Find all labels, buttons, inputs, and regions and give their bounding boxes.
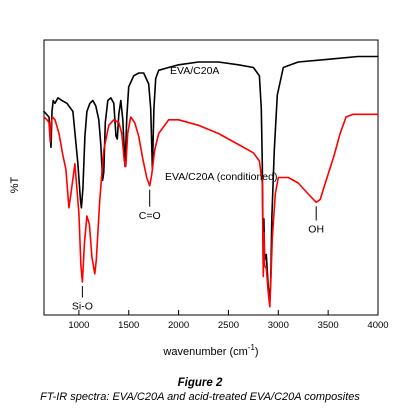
plot-frame xyxy=(43,39,379,316)
peak-annotations: C=O OH Si-O xyxy=(72,189,324,313)
x-tick-label: 2000 xyxy=(168,320,189,331)
x-axis-tick-labels: 1000 1500 2000 2500 3000 3500 4000 xyxy=(68,320,388,331)
annotation-label-si-o: Si-O xyxy=(72,301,93,313)
series-line-eva-c20a-conditioned xyxy=(43,113,379,308)
x-tick-label: 3000 xyxy=(268,320,289,331)
x-axis-title-close: ) xyxy=(255,346,259,358)
x-tick-label: 1500 xyxy=(118,320,139,331)
series-label-eva-c20a: EVA/C20A xyxy=(170,65,219,77)
x-axis-title-exponent: -1 xyxy=(248,343,256,352)
annotation-label-c-o: C=O xyxy=(139,210,161,222)
x-axis-ticks xyxy=(78,310,379,315)
x-tick-label: 1000 xyxy=(68,320,89,331)
figure-caption-title: Figure 2 xyxy=(177,377,223,389)
series-label-eva-c20a-conditioned: EVA/C20A (conditioned) xyxy=(165,171,277,183)
x-tick-label: 2500 xyxy=(218,320,239,331)
x-axis-title-main: wavenumber (cm xyxy=(162,346,247,358)
x-tick-label: 3500 xyxy=(318,320,339,331)
series-line-eva-c20a xyxy=(43,55,379,303)
spectra xyxy=(43,55,379,308)
y-axis-title: %T xyxy=(9,176,21,193)
x-axis-title: wavenumber (cm-1) xyxy=(162,343,258,358)
annotation-label-oh: OH xyxy=(308,224,324,236)
x-tick-label: 4000 xyxy=(367,320,388,331)
figure-caption-text: FT-IR spectra: EVA/C20A and acid-treated… xyxy=(40,391,360,403)
